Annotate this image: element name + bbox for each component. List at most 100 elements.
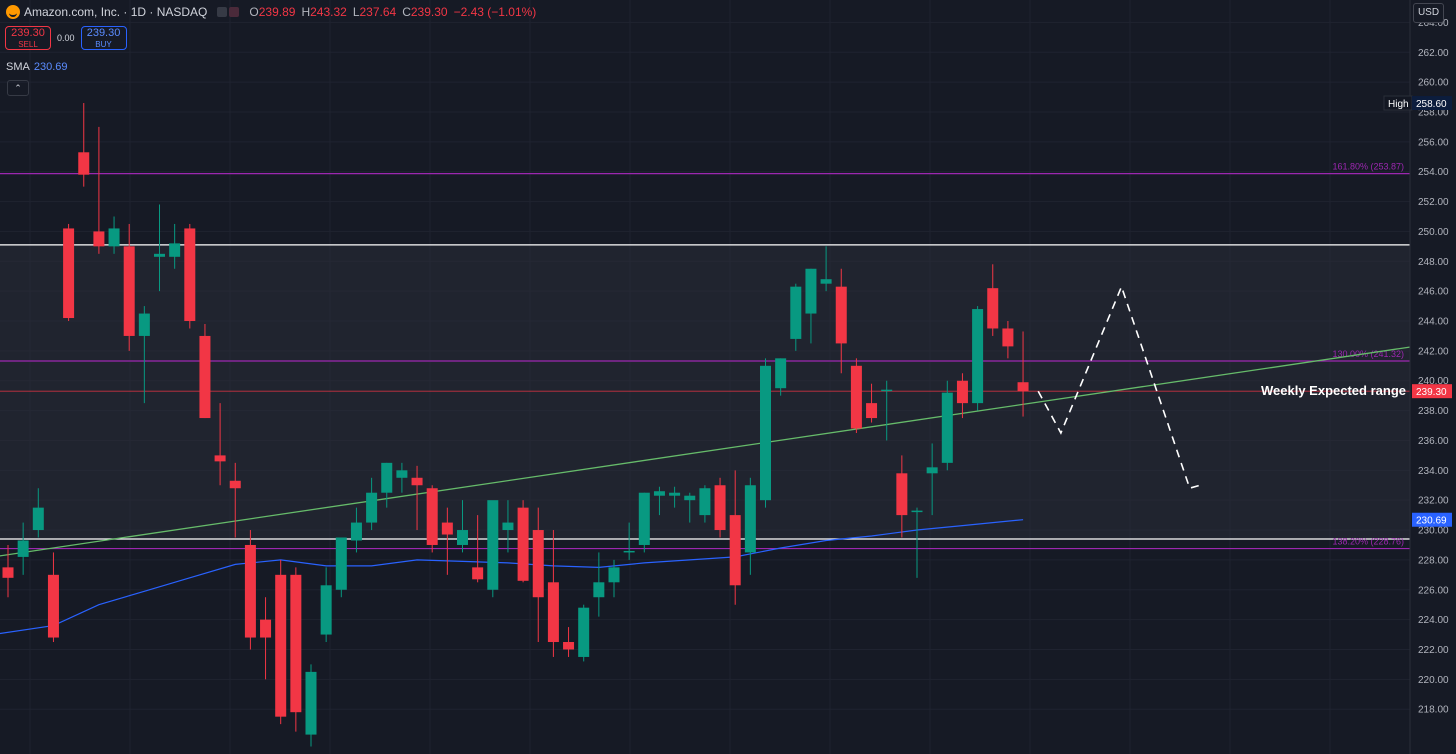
candle (744, 477, 756, 575)
candle-body (487, 500, 499, 590)
candle (260, 597, 272, 680)
candle (350, 507, 362, 553)
candle-body (926, 467, 938, 474)
high-tag-box (1412, 96, 1452, 111)
ohlc-open-value: 239.89 (258, 5, 296, 19)
price-tick-label: 220.00 (1418, 675, 1449, 686)
candles (2, 103, 1029, 747)
candle (987, 264, 999, 336)
price-tick-label: 244.00 (1418, 317, 1449, 328)
candle (63, 223, 75, 322)
price-tick-label: 228.00 (1418, 555, 1449, 566)
candle-body (320, 585, 332, 635)
candle (623, 522, 635, 560)
level-label-fib-130: 130.00% (241.32) (1332, 349, 1404, 359)
candle-body (426, 488, 438, 545)
candle (305, 664, 317, 747)
candle-body (911, 510, 923, 513)
candle-body (366, 492, 378, 523)
visibility-icons[interactable] (217, 7, 240, 17)
candle (214, 403, 226, 486)
candle (699, 485, 711, 523)
price-tick-label: 246.00 (1418, 287, 1449, 298)
settings-icon[interactable] (229, 7, 240, 17)
candle-body (805, 268, 817, 314)
amazon-logo-icon (6, 5, 20, 19)
candle-body (457, 530, 468, 545)
high-tag-value: 258.60 (1416, 99, 1447, 110)
candle (32, 488, 44, 538)
candle-body (229, 480, 241, 489)
ohlc-values: O239.89 H243.32 L237.64 C239.30 −2.43 (−… (249, 5, 536, 19)
sma-tag-box (1412, 512, 1452, 527)
candle-body (47, 574, 59, 638)
candle (47, 552, 59, 643)
candle (547, 530, 559, 657)
price-tick-label: 218.00 (1418, 705, 1449, 716)
price-tick-label: 226.00 (1418, 585, 1449, 596)
candle (320, 567, 332, 643)
sell-button[interactable]: 239.30 SELL (5, 26, 51, 50)
candle (653, 486, 665, 516)
sma-legend[interactable]: SMA 230.69 (6, 61, 68, 73)
price-tick-label: 252.00 (1418, 197, 1449, 208)
candle (381, 462, 393, 508)
candle (775, 358, 787, 396)
candle-body (244, 544, 256, 638)
candle (93, 126, 105, 254)
candle (578, 604, 590, 662)
candle (911, 507, 923, 578)
candle (517, 500, 529, 583)
candle (684, 492, 696, 523)
candle-body (638, 492, 650, 545)
candle (608, 559, 620, 598)
price-tick-label: 236.00 (1418, 436, 1449, 447)
candle-body (63, 228, 75, 319)
candle-body (32, 507, 44, 531)
candle-body (93, 231, 105, 247)
candle (78, 103, 90, 187)
candle (850, 358, 862, 433)
price-tick-label: 250.00 (1418, 227, 1449, 238)
candle-body (547, 582, 559, 643)
ohlc-open-label: O (249, 5, 259, 19)
candle-body (835, 286, 847, 344)
ohlc-low-value: 237.64 (359, 5, 397, 19)
symbol-title[interactable]: Amazon.com, Inc. · 1D · NASDAQ (24, 5, 208, 19)
sma-value: 230.69 (33, 61, 68, 73)
candle-body (623, 550, 635, 553)
price-tick-label: 254.00 (1418, 167, 1449, 178)
candle (896, 455, 908, 538)
collapse-legend-button[interactable]: ⌃ (7, 80, 29, 96)
candle (17, 522, 29, 575)
price-tick-label: 262.00 (1418, 48, 1449, 59)
candle-body (108, 228, 120, 247)
high-tag-label: High (1388, 99, 1409, 110)
candle (563, 627, 575, 657)
candle-body (472, 567, 484, 580)
candle-body (532, 530, 544, 598)
candle-body (517, 507, 529, 581)
candle (108, 216, 120, 254)
price-tick-label: 256.00 (1418, 137, 1449, 148)
currency-selector[interactable]: USD (1413, 3, 1444, 23)
candle-body (850, 365, 862, 429)
buy-button[interactable]: 239.30 BUY (80, 26, 127, 50)
candle-body (154, 253, 165, 257)
ohlc-change: −2.43 (−1.01%) (453, 5, 537, 19)
candle-body (169, 243, 181, 257)
eye-icon[interactable] (217, 7, 228, 17)
candle-body (381, 462, 393, 493)
candle (366, 477, 378, 531)
candle-body (138, 313, 150, 336)
candle (154, 204, 165, 292)
candle (290, 567, 302, 732)
candle (502, 500, 514, 553)
candle-body (760, 365, 771, 501)
candle-body (896, 473, 908, 516)
candle-body (441, 522, 453, 535)
candle-body (593, 582, 605, 598)
candle-body (669, 492, 681, 496)
candle (532, 507, 544, 643)
